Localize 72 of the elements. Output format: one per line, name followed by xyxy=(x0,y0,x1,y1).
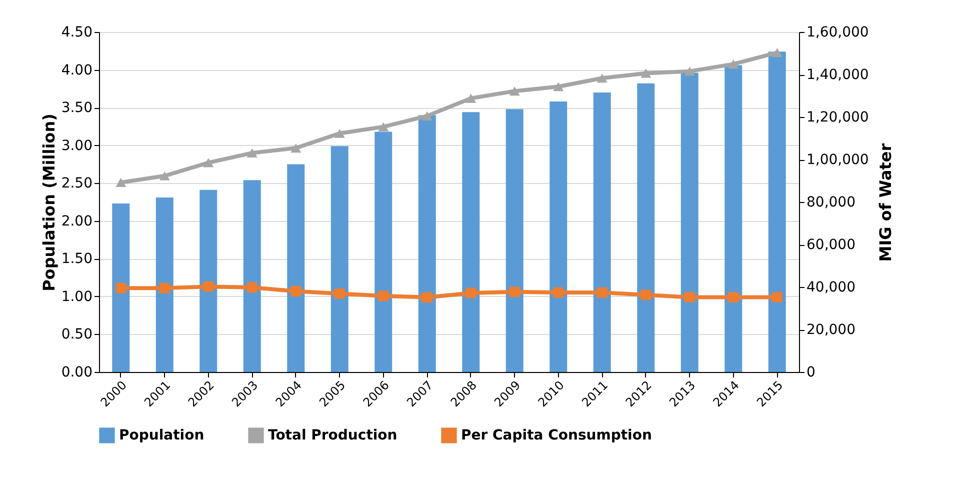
bar xyxy=(287,164,305,372)
y-tick-label: 4.00 xyxy=(61,62,92,78)
y2-tick-label: 60,000 xyxy=(806,237,856,253)
bar xyxy=(724,65,742,372)
point xyxy=(684,66,695,76)
point xyxy=(378,122,389,132)
point xyxy=(246,282,258,293)
point xyxy=(728,292,739,302)
y2-tick-label: 1,00,000 xyxy=(806,152,869,168)
y-tick-label: 0.00 xyxy=(61,364,92,380)
bar xyxy=(462,112,480,372)
point xyxy=(159,171,170,180)
point xyxy=(640,290,652,300)
point xyxy=(246,148,258,158)
y2-tick-label: 40,000 xyxy=(806,280,856,296)
point xyxy=(772,48,782,58)
bar xyxy=(768,52,786,372)
point xyxy=(422,111,432,120)
y-tick-label: 1.50 xyxy=(61,251,92,268)
point xyxy=(553,287,564,298)
legend-label: Total Production xyxy=(268,427,398,444)
point xyxy=(378,290,389,302)
point xyxy=(290,286,302,296)
bar xyxy=(418,115,436,372)
point xyxy=(772,292,782,302)
y-tick-label: 2.50 xyxy=(61,176,92,192)
y-axis-title: Population (Million) xyxy=(39,114,58,292)
bar xyxy=(506,109,524,372)
bar xyxy=(156,197,174,372)
legend-label: Population xyxy=(119,427,204,444)
point xyxy=(116,282,126,294)
point xyxy=(159,282,170,294)
y2-tick-label: 80,000 xyxy=(806,194,856,210)
y-tick-label: 3.50 xyxy=(61,100,92,116)
bar xyxy=(550,102,568,372)
legend-label: Per Capita Consumption xyxy=(461,427,652,444)
y2-tick-label: 0 xyxy=(806,364,816,380)
bar xyxy=(374,132,392,372)
point xyxy=(596,74,608,83)
bar xyxy=(330,146,348,372)
point xyxy=(466,288,476,298)
y-tick-label: 2.00 xyxy=(61,213,92,230)
y-tick-label: 0.50 xyxy=(61,326,92,343)
y2-axis-title: MIG of Water xyxy=(876,143,895,262)
y-tick-label: 3.00 xyxy=(61,138,92,154)
y-tick-label: 1.00 xyxy=(61,288,92,305)
point xyxy=(728,60,739,69)
point xyxy=(116,178,126,187)
bar xyxy=(593,92,611,372)
bar xyxy=(243,180,261,372)
point xyxy=(509,86,520,96)
point xyxy=(334,128,345,138)
point xyxy=(684,292,695,302)
y2-tick-label: 1,40,000 xyxy=(806,67,869,83)
point xyxy=(422,292,432,303)
point xyxy=(290,143,302,153)
point xyxy=(596,287,608,298)
bar xyxy=(200,190,218,372)
point xyxy=(203,281,214,292)
y2-tick-label: 1,20,000 xyxy=(806,110,869,126)
bar xyxy=(637,83,655,372)
y2-tick-label: 1,60,000 xyxy=(806,24,869,40)
point xyxy=(466,94,476,103)
point xyxy=(553,82,564,92)
point xyxy=(640,68,652,78)
y-tick-label: 4.50 xyxy=(61,24,92,40)
point xyxy=(334,288,345,299)
point xyxy=(509,286,520,298)
y2-tick-label: 20,000 xyxy=(806,322,856,338)
bar xyxy=(680,72,698,372)
bar xyxy=(112,204,130,372)
point xyxy=(203,158,214,168)
